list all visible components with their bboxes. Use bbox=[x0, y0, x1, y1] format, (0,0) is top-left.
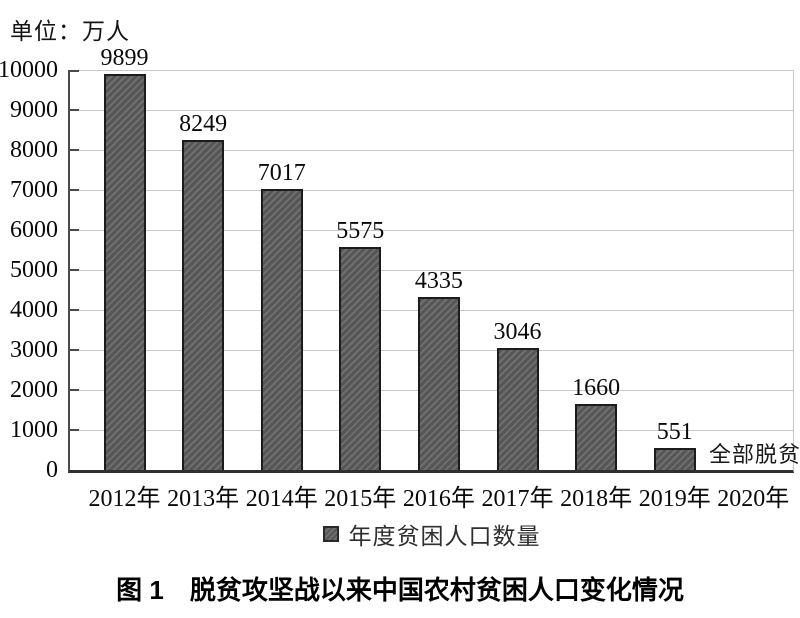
legend: 年度贫困人口数量 bbox=[70, 521, 793, 549]
gridline bbox=[70, 109, 793, 111]
x-axis-label: 2014年 bbox=[245, 486, 318, 512]
y-axis-label: 4000 bbox=[10, 297, 58, 323]
bar-value-label: 9899 bbox=[100, 45, 149, 72]
bar-value-label: 4335 bbox=[414, 267, 463, 294]
bar-value-label: 7017 bbox=[257, 160, 306, 187]
gridline bbox=[70, 70, 793, 71]
bar-value-label: 1660 bbox=[572, 374, 621, 401]
y-tick bbox=[70, 349, 79, 351]
y-axis-label: 9000 bbox=[10, 97, 58, 123]
y-axis-label: 1000 bbox=[10, 417, 58, 443]
y-axis-label: 5000 bbox=[10, 257, 58, 283]
figure-caption: 图 1 脱贫攻坚战以来中国农村贫困人口变化情况 bbox=[116, 575, 684, 605]
bar bbox=[417, 296, 460, 470]
legend-hatched-swatch-icon bbox=[322, 526, 339, 542]
x-axis-label: 2019年 bbox=[638, 486, 711, 512]
bar bbox=[260, 189, 303, 470]
bar bbox=[182, 140, 225, 470]
x-axis-label: 2018年 bbox=[560, 486, 633, 512]
bar bbox=[496, 348, 539, 470]
bar-value-label: 5575 bbox=[336, 218, 385, 244]
annotation-all-lifted-out-of-poverty: 全部脱贫 bbox=[708, 442, 800, 467]
y-tick bbox=[70, 389, 79, 391]
x-axis-label: 2015年 bbox=[324, 486, 397, 512]
x-axis-label: 2016年 bbox=[402, 486, 475, 512]
y-tick bbox=[70, 229, 79, 231]
y-tick bbox=[70, 149, 79, 151]
gridline bbox=[70, 189, 793, 191]
y-axis-label: 6000 bbox=[10, 217, 58, 243]
bar bbox=[339, 247, 382, 470]
bar bbox=[103, 74, 146, 470]
bar bbox=[653, 447, 696, 470]
plot-area: 全部脱贫 9899 8249 7017 5575 4335 3046 1660 551 bbox=[68, 45, 800, 473]
y-tick bbox=[70, 189, 79, 191]
gridline bbox=[70, 229, 793, 231]
unit-label: 单位：万人 bbox=[10, 19, 130, 44]
y-axis-label: 0 bbox=[46, 457, 58, 483]
legend-label: 年度贫困人口数量 bbox=[348, 524, 541, 549]
x-axis-label: 2020年 bbox=[717, 486, 790, 512]
y-tick bbox=[70, 269, 79, 271]
bar-value-label: 3046 bbox=[493, 319, 542, 346]
y-tick bbox=[70, 309, 79, 311]
y-tick bbox=[70, 70, 79, 72]
y-axis-label: 3000 bbox=[10, 337, 58, 363]
x-axis-label: 2017年 bbox=[481, 486, 554, 512]
gridline bbox=[70, 269, 793, 271]
gridline bbox=[70, 149, 793, 151]
bar-value-label: 8249 bbox=[179, 111, 228, 138]
y-axis-label: 8000 bbox=[10, 137, 58, 163]
x-axis-label: 2013年 bbox=[167, 486, 240, 512]
y-axis-label: 7000 bbox=[10, 177, 58, 203]
bar bbox=[575, 403, 618, 470]
y-tick bbox=[70, 109, 79, 111]
y-tick bbox=[70, 429, 79, 431]
y-axis-label: 2000 bbox=[10, 377, 58, 403]
x-axis-label: 2012年 bbox=[88, 486, 161, 512]
bar-value-label: 551 bbox=[656, 418, 693, 445]
y-axis-label: 10000 bbox=[0, 57, 58, 83]
